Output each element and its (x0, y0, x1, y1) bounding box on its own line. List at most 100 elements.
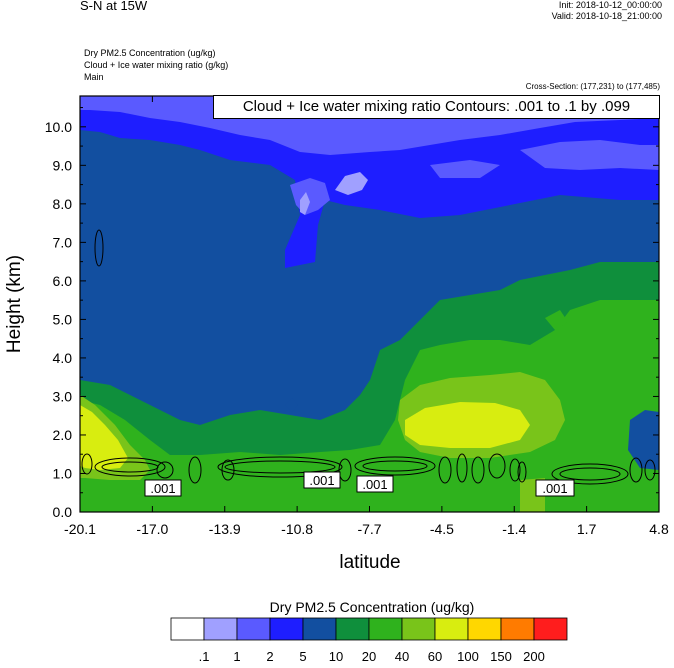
colorbar-swatch (434, 617, 469, 641)
init-time-label: Init: 2018-10-12_00:00:00 (558, 0, 662, 10)
x-tick-label: -1.4 (502, 521, 526, 537)
x-tick-label: 1.7 (577, 521, 597, 537)
colorbar-swatch (170, 617, 205, 641)
x-tick-label: 4.8 (649, 521, 669, 537)
colorbar-level-label: 2 (266, 649, 273, 664)
contour-label-box (144, 479, 182, 497)
y-tick-label: 6.0 (53, 273, 73, 289)
x-tick-label: -13.9 (209, 521, 241, 537)
colorbar-swatch (269, 617, 304, 641)
colorbar-level-label: 60 (428, 649, 442, 664)
field-yellow-2 (405, 402, 530, 448)
contour-ring (188, 456, 202, 484)
colorbar-level-label: 40 (395, 649, 409, 664)
filled-contours (80, 96, 659, 512)
field-upper-blue (80, 96, 659, 268)
contour-ring (362, 460, 428, 472)
x-tick-label: -10.8 (281, 521, 313, 537)
y-axis-title: Height (km) (4, 255, 25, 353)
colorbar-title: Dry PM2.5 Concentration (ug/kg) (270, 599, 475, 615)
variable-label-main: Main (84, 72, 104, 82)
colorbar-level-label: 20 (362, 649, 376, 664)
field-yellow-1 (80, 405, 128, 470)
contour-ring (224, 460, 336, 474)
field-lavender-2 (300, 192, 310, 215)
x-tick-label: -4.5 (430, 521, 454, 537)
y-tick-label: 7.0 (53, 234, 73, 250)
contour-label: .001 (542, 481, 567, 496)
contour-label-box (356, 475, 394, 493)
contour-label: .001 (150, 481, 175, 496)
variable-label-pm25: Dry PM2.5 Concentration (ug/kg) (84, 48, 216, 58)
contour-ring (217, 456, 343, 478)
contour-ring (456, 453, 468, 483)
contour-label: .001 (309, 473, 334, 488)
y-tick-label: 2.0 (53, 427, 73, 443)
contour-ring (156, 461, 174, 479)
variable-label-cloud-ice: Cloud + Ice water mixing ratio (g/kg) (84, 60, 229, 70)
y-tick-label: 3.0 (53, 388, 73, 404)
field-dark-blue-mid (285, 398, 298, 412)
x-tick-label: -20.1 (64, 521, 96, 537)
y-tick-label: 9.0 (53, 157, 73, 173)
contour-ring (81, 453, 93, 475)
contour-label-boxes: .001 .001 .001 .001 (144, 471, 575, 497)
contour-ring (438, 456, 452, 484)
y-tick-label: 5.0 (53, 311, 73, 327)
contour-ring (471, 456, 485, 484)
contour-ring (629, 457, 643, 483)
contour-label-box (303, 471, 341, 489)
y-tick-label: 1.0 (53, 465, 73, 481)
contour-label: .001 (362, 477, 387, 492)
x-tick-label: -7.7 (357, 521, 381, 537)
contour-ring (509, 458, 521, 482)
colorbar-swatch (335, 617, 370, 641)
contour-ring (221, 459, 235, 481)
x-axis-title: latitude (339, 552, 400, 573)
colorbar-level-label: 100 (457, 649, 479, 664)
colorbar-swatch (467, 617, 502, 641)
colorbar-swatch (401, 617, 436, 641)
colorbar-swatch (533, 617, 568, 641)
contour-info-box: Cloud + Ice water mixing ratio Contours:… (213, 95, 660, 119)
contour-ring (559, 467, 621, 481)
colorbar-level-label: .1 (199, 649, 210, 664)
colorbar-level-label: 5 (299, 649, 306, 664)
field-dark-blue-right (628, 410, 659, 470)
colorbar-swatch (236, 617, 271, 641)
field-lavender-1 (335, 172, 368, 195)
colorbar-level-label: 1 (233, 649, 240, 664)
chart-title: S-N at 15W (80, 0, 148, 13)
y-tick-label: 4.0 (53, 350, 73, 366)
colorbar-level-label: 200 (523, 649, 545, 664)
contour-ring (338, 458, 352, 482)
colorbar-swatch (500, 617, 535, 641)
colorbar-level-label: 10 (329, 649, 343, 664)
colorbar-level-label: 150 (490, 649, 512, 664)
colorbar: .1 1 2 5 10 20 40 60 100 150 200 (170, 617, 568, 664)
field-light-blue-4 (430, 160, 500, 178)
valid-time-label: Valid: 2018-10-18_21:00:00 (551, 11, 662, 21)
x-axis: -20.1 -17.0 -13.9 -10.8 -7.7 -4.5 -1.4 1.7 4.8 (64, 96, 669, 537)
y-tick-label: 8.0 (53, 196, 73, 212)
contour-label-box (535, 479, 575, 497)
field-light-blue-2 (520, 140, 659, 170)
contour-ring (354, 456, 436, 476)
contour-ring (94, 229, 104, 267)
cloud-contours (81, 229, 656, 485)
field-green-patch (545, 310, 568, 330)
contour-ring (551, 463, 629, 485)
contour-ring (94, 457, 166, 477)
contour-ring (644, 459, 656, 481)
y-axis: 0.0 1.0 2.0 3.0 4.0 5.0 6.0 7.0 8.0 9.0 10.0 (45, 107, 659, 520)
colorbar-swatch (302, 617, 337, 641)
contour-ring (517, 461, 527, 483)
y-tick-label: 10.0 (45, 119, 72, 135)
x-tick-label: -17.0 (136, 521, 168, 537)
cross-section-label: Cross-Section: (177,231) to (177,485) (525, 82, 660, 91)
y-tick-label: 0.0 (53, 504, 73, 520)
colorbar-swatch (368, 617, 403, 641)
colorbar-swatch (203, 617, 238, 641)
contour-ring (488, 453, 506, 479)
